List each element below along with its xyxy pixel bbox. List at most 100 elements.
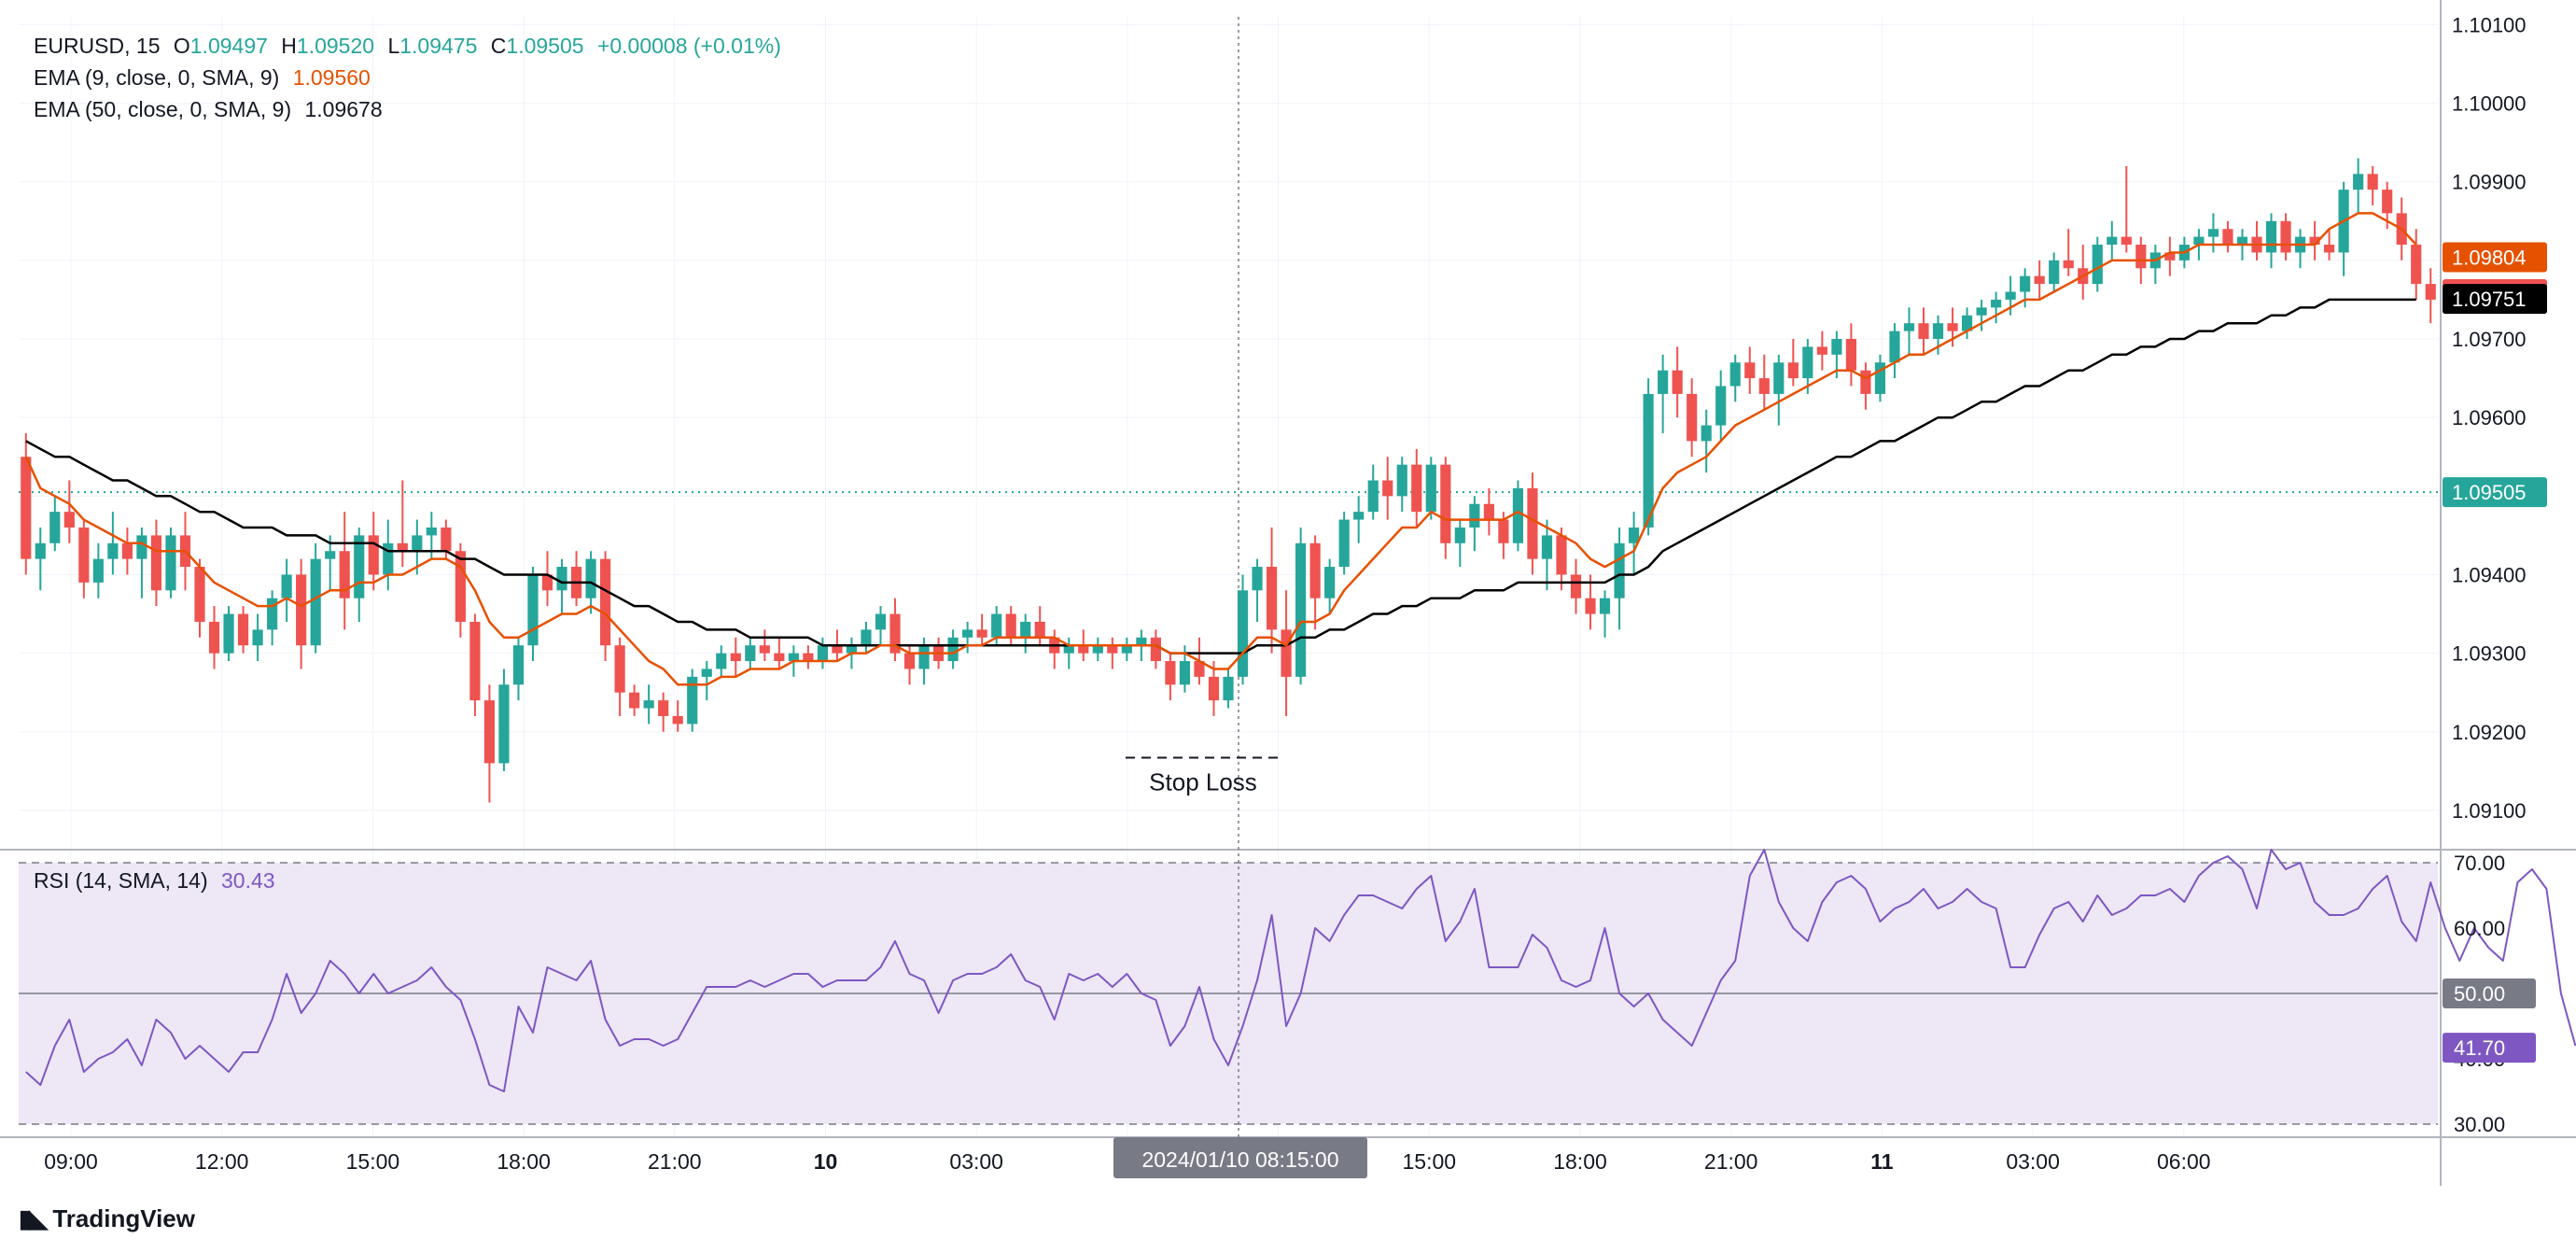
candle-body[interactable] — [745, 645, 756, 662]
candle-body[interactable] — [614, 645, 625, 693]
candle-body[interactable] — [556, 567, 567, 591]
candle-body[interactable] — [889, 613, 901, 654]
candle-body[interactable] — [2367, 174, 2378, 190]
candle-body[interactable] — [2005, 291, 2016, 300]
symbol-label[interactable]: EURUSD, 15 — [34, 34, 161, 58]
candle-body[interactable] — [1425, 464, 1436, 513]
price-badge[interactable] — [2443, 242, 2547, 273]
candle-body[interactable] — [223, 613, 234, 654]
candle-body[interactable] — [629, 692, 640, 709]
candle-body[interactable] — [1092, 645, 1103, 654]
candle-body[interactable] — [441, 527, 452, 552]
candle-body[interactable] — [1976, 307, 1987, 316]
candle-body[interactable] — [1063, 645, 1074, 654]
candle-body[interactable] — [354, 535, 365, 598]
candle-body[interactable] — [194, 567, 205, 622]
candle-body[interactable] — [918, 645, 930, 669]
candle-body[interactable] — [1121, 645, 1132, 654]
candle-body[interactable] — [339, 551, 350, 598]
candle-body[interactable] — [2324, 245, 2335, 253]
candle-body[interactable] — [1136, 637, 1147, 646]
candle-body[interactable] — [1454, 527, 1465, 543]
candle-body[interactable] — [962, 629, 973, 638]
candle-body[interactable] — [1281, 629, 1292, 677]
candle-body[interactable] — [483, 700, 496, 764]
candle-body[interactable] — [803, 653, 814, 662]
ema50-label[interactable]: EMA (50, close, 0, SMA, 9) — [34, 97, 292, 121]
candle-body[interactable] — [875, 613, 887, 630]
crosshair-time-badge[interactable] — [1113, 1137, 1367, 1178]
ema9-legend[interactable]: EMA (9, close, 0, SMA, 9) 1.09560 — [34, 63, 378, 92]
candle-body[interactable] — [2236, 236, 2248, 246]
candles-series[interactable] — [21, 158, 2436, 803]
candle-body[interactable] — [1266, 567, 1278, 630]
candle-body[interactable] — [1150, 637, 1161, 662]
candle-body[interactable] — [1382, 480, 1393, 497]
candle-body[interactable] — [1034, 621, 1045, 638]
candle-body[interactable] — [498, 684, 510, 764]
candle-body[interactable] — [412, 535, 423, 552]
candle-body[interactable] — [2265, 220, 2277, 253]
candle-body[interactable] — [1367, 480, 1379, 513]
candle-body[interactable] — [1831, 339, 1842, 355]
candle-body[interactable] — [1208, 676, 1220, 701]
candle-body[interactable] — [541, 574, 553, 591]
candle-body[interactable] — [281, 574, 292, 598]
candle-body[interactable] — [1903, 323, 1915, 331]
candle-body[interactable] — [49, 512, 61, 543]
candle-body[interactable] — [1758, 378, 1770, 394]
candle-body[interactable] — [1165, 661, 1176, 685]
candle-body[interactable] — [1338, 519, 1350, 568]
candle-body[interactable] — [1672, 370, 1683, 394]
candle-body[interactable] — [1541, 535, 1553, 559]
candle-body[interactable] — [1961, 315, 1973, 331]
candle-body[interactable] — [107, 542, 119, 559]
candle-body[interactable] — [1179, 661, 1191, 685]
candle-body[interactable] — [1787, 362, 1799, 379]
candle-body[interactable] — [1643, 393, 1654, 528]
candle-body[interactable] — [1599, 598, 1611, 614]
candle-body[interactable] — [1658, 370, 1669, 394]
candle-body[interactable] — [2164, 252, 2176, 260]
candle-body[interactable] — [1107, 645, 1118, 654]
candle-body[interactable] — [2121, 236, 2132, 246]
candle-body[interactable] — [1469, 503, 1480, 528]
candle-body[interactable] — [1570, 574, 1582, 598]
candle-body[interactable] — [208, 621, 220, 654]
candle-body[interactable] — [368, 535, 379, 575]
candle-body[interactable] — [92, 558, 104, 583]
candle-body[interactable] — [310, 558, 321, 646]
rsi-badge[interactable] — [2443, 1033, 2536, 1063]
candle-body[interactable] — [1237, 590, 1249, 677]
price-badge[interactable] — [2443, 477, 2547, 508]
candle-body[interactable] — [397, 542, 408, 552]
price-badge[interactable] — [2443, 284, 2547, 315]
candle-body[interactable] — [1585, 598, 1596, 614]
ema9-label[interactable]: EMA (9, close, 0, SMA, 9) — [34, 65, 280, 90]
candle-body[interactable] — [455, 551, 466, 622]
candle-body[interactable] — [150, 535, 162, 591]
candle-body[interactable] — [2063, 260, 2074, 269]
candle-body[interactable] — [2193, 236, 2205, 246]
candle-body[interactable] — [1845, 339, 1856, 371]
candle-body[interactable] — [1223, 676, 1234, 701]
candle-body[interactable] — [600, 558, 611, 646]
candle-body[interactable] — [1353, 512, 1365, 520]
candle-body[interactable] — [846, 645, 858, 654]
candle-body[interactable] — [1005, 613, 1016, 638]
candle-body[interactable] — [1309, 542, 1321, 598]
candle-body[interactable] — [2092, 245, 2103, 285]
candle-body[interactable] — [2425, 284, 2436, 300]
candle-body[interactable] — [817, 645, 829, 662]
candle-body[interactable] — [1411, 464, 1422, 513]
candle-body[interactable] — [63, 512, 75, 528]
candle-body[interactable] — [658, 700, 669, 716]
candle-body[interactable] — [2309, 236, 2320, 246]
candle-body[interactable] — [2135, 245, 2147, 269]
rsi-label[interactable]: RSI (14, SMA, 14) — [34, 868, 208, 893]
candle-body[interactable] — [1860, 370, 1871, 394]
candle-body[interactable] — [1614, 542, 1625, 598]
candle-body[interactable] — [947, 637, 959, 662]
candle-body[interactable] — [991, 613, 1002, 638]
candle-body[interactable] — [1816, 346, 1827, 355]
